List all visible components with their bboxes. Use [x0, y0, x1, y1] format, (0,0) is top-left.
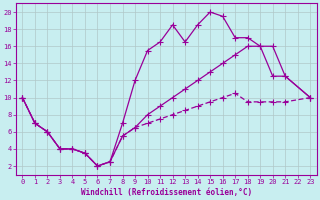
- X-axis label: Windchill (Refroidissement éolien,°C): Windchill (Refroidissement éolien,°C): [81, 188, 252, 197]
